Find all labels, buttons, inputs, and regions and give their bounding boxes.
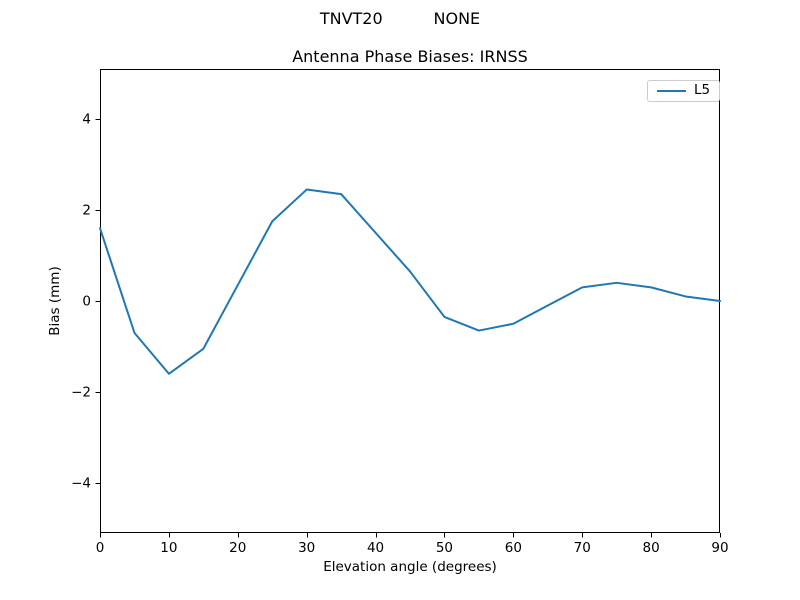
svg-text:0: 0: [82, 294, 91, 310]
svg-text:−2: −2: [71, 384, 91, 400]
svg-text:20: 20: [229, 540, 246, 556]
svg-text:10: 10: [160, 540, 177, 556]
svg-text:30: 30: [298, 540, 315, 556]
figure-suptitle: TNVT20 NONE: [319, 9, 481, 28]
plot-area: 0 10 20 30 40 50 60 70 80 90 −4 −2 0 2 4: [71, 69, 729, 556]
svg-text:50: 50: [436, 540, 453, 556]
svg-text:4: 4: [82, 112, 91, 128]
legend-label: L5: [694, 82, 711, 99]
x-axis-label: Elevation angle (degrees): [323, 559, 497, 575]
y-axis-label: Bias (mm): [47, 266, 63, 336]
svg-text:70: 70: [574, 540, 591, 556]
svg-text:80: 80: [643, 540, 660, 556]
svg-text:60: 60: [505, 540, 522, 556]
svg-text:40: 40: [367, 540, 384, 556]
legend-line-sample: [657, 90, 686, 92]
svg-text:90: 90: [711, 540, 728, 556]
legend: L5: [647, 80, 721, 102]
svg-text:0: 0: [96, 540, 105, 556]
svg-text:−4: −4: [71, 475, 91, 491]
axes-title: Antenna Phase Biases: IRNSS: [292, 47, 528, 66]
svg-text:2: 2: [82, 203, 91, 219]
